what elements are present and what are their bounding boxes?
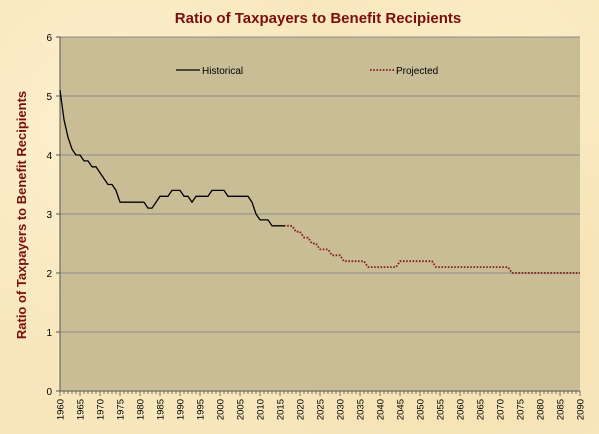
x-tick-label: 2040 bbox=[376, 399, 387, 420]
x-tick-label: 2050 bbox=[416, 399, 427, 420]
x-tick-label: 1960 bbox=[56, 399, 67, 420]
y-axis-label: Ratio of Taxpayers to Benefit Recipients bbox=[14, 91, 29, 339]
x-tick-label: 2055 bbox=[436, 399, 447, 420]
series-line-historical bbox=[59, 90, 284, 227]
x-tick-label: 2000 bbox=[216, 399, 227, 420]
x-tick-label: 2065 bbox=[476, 399, 487, 420]
x-tick-label: 2045 bbox=[396, 399, 407, 420]
x-tick-label: 2090 bbox=[576, 399, 587, 420]
y-tick-label: 5 bbox=[46, 92, 52, 103]
x-tick-label: 2060 bbox=[456, 399, 467, 420]
x-tick-label: 1995 bbox=[196, 399, 207, 420]
x-tick-label: 1980 bbox=[136, 399, 147, 420]
x-tick-label: 2005 bbox=[236, 399, 247, 420]
chart-title: Ratio of Taxpayers to Benefit Recipients bbox=[175, 10, 461, 27]
y-tick-label: 4 bbox=[46, 151, 52, 162]
y-tick-label: 6 bbox=[46, 33, 52, 44]
x-tick-label: 1970 bbox=[96, 399, 107, 420]
x-tick-label: 2010 bbox=[256, 399, 267, 420]
legend: Historical Projected bbox=[176, 66, 438, 77]
x-tick-label: 2020 bbox=[296, 399, 307, 420]
x-tick-label: 1965 bbox=[76, 399, 87, 420]
legend-label-historical: Historical bbox=[202, 66, 243, 77]
x-tick-label: 2085 bbox=[556, 399, 567, 420]
x-tick-label: 2075 bbox=[516, 399, 527, 420]
x-tick-label: 2035 bbox=[356, 399, 367, 420]
y-tick-label: 2 bbox=[46, 269, 52, 280]
x-tick-label: 1975 bbox=[116, 399, 127, 420]
plot-area: 0 1 2 3 4 5 6 1960 1965 1970 1975 1980 1985 1990 1995 2… bbox=[46, 33, 586, 420]
x-tick-label: 1990 bbox=[176, 399, 187, 420]
series-line-projected bbox=[284, 224, 580, 274]
x-tick-label: 2025 bbox=[316, 399, 327, 420]
y-tick-label: 3 bbox=[46, 210, 52, 221]
x-tick-label: 2015 bbox=[276, 399, 287, 420]
y-tick-label: 0 bbox=[46, 387, 52, 398]
x-tick-label: 2080 bbox=[536, 399, 547, 420]
x-tick-label: 1985 bbox=[156, 399, 167, 420]
x-tick-label: 2070 bbox=[496, 399, 507, 420]
y-tick-label: 1 bbox=[46, 328, 52, 339]
legend-label-projected: Projected bbox=[396, 66, 438, 77]
x-tick-label: 2030 bbox=[336, 399, 347, 420]
